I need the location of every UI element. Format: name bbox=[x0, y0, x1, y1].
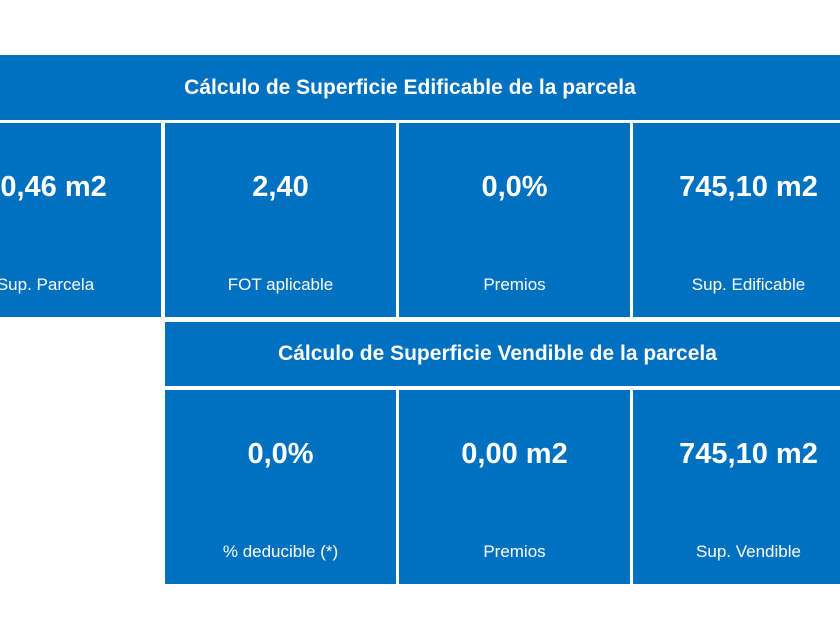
metric-label: Premios bbox=[483, 275, 546, 294]
metric-value: 0,0% bbox=[481, 171, 548, 203]
metric-value: 10,46 m2 bbox=[0, 171, 107, 203]
metric-tile: 2,40 FOT aplicable bbox=[165, 123, 396, 317]
metric-tile: 745,10 m2 Sup. Edificable bbox=[633, 123, 840, 317]
metric-value: 745,10 m2 bbox=[679, 438, 818, 470]
metric-value: 2,40 bbox=[252, 171, 309, 203]
metric-label: Sup. Edificable bbox=[691, 275, 806, 294]
metric-label: FOT aplicable bbox=[227, 275, 334, 294]
metric-tile: 0,00 m2 Premios bbox=[399, 390, 630, 584]
section-header: Cálculo de Superficie Edificable de la p… bbox=[0, 55, 840, 120]
metric-tile: 0,0% % deducible (*) bbox=[165, 390, 396, 584]
metric-tile: 745,10 m2 Sup. Vendible bbox=[633, 390, 840, 584]
metric-value: 0,00 m2 bbox=[461, 438, 568, 470]
metric-tile: 0,0% Premios bbox=[399, 123, 630, 317]
metric-label: Sup. Vendible bbox=[696, 542, 801, 561]
metric-value: 745,10 m2 bbox=[679, 171, 818, 203]
section-header: Cálculo de Superficie Vendible de la par… bbox=[165, 322, 840, 386]
metric-label: % deducible (*) bbox=[222, 542, 339, 561]
metric-value: 0,0% bbox=[247, 438, 314, 470]
metric-label: Sup. Parcela bbox=[0, 275, 95, 294]
metric-tile: 10,46 m2 Sup. Parcela bbox=[0, 123, 161, 317]
metric-label: Premios bbox=[483, 542, 546, 561]
